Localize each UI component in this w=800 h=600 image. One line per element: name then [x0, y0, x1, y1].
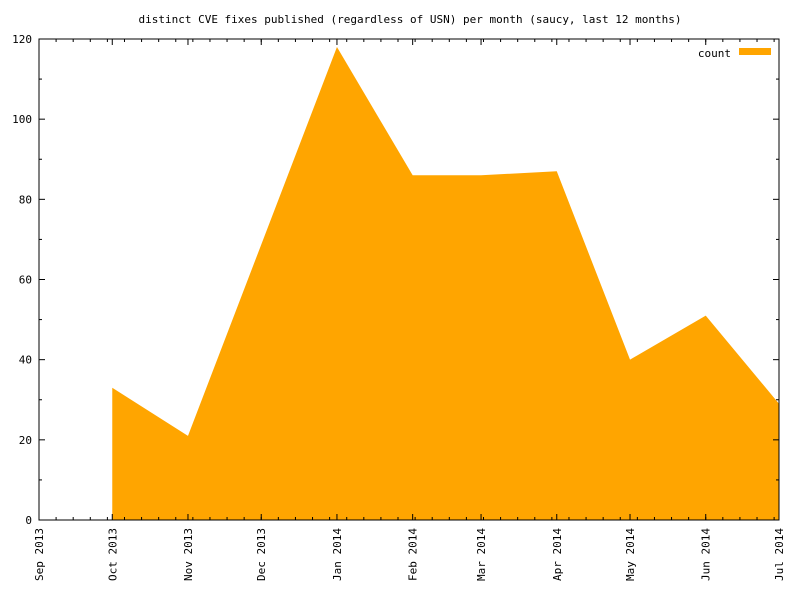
x-tick-label-9: Jun 2014: [700, 528, 713, 581]
y-axis: 0 20 40 60 80 100 120: [12, 33, 779, 527]
y-tick-label-40: 40: [19, 354, 32, 367]
legend-swatch-count: [739, 48, 771, 55]
x-tick-label-8: May 2014: [624, 528, 637, 581]
x-tick-label-7: Apr 2014: [551, 528, 564, 581]
area-layer: [112, 47, 779, 521]
x-tick-label-2: Nov 2013: [182, 528, 195, 581]
x-tick-label-1: Oct 2013: [106, 528, 119, 581]
x-tick-label-0: Sep 2013: [33, 528, 46, 581]
legend: count: [698, 47, 771, 60]
legend-label-count: count: [698, 47, 731, 60]
chart-title: distinct CVE fixes published (regardless…: [138, 13, 681, 26]
y-tick-label-0: 0: [25, 514, 32, 527]
y-tick-label-20: 20: [19, 434, 32, 447]
x-tick-label-5: Feb 2014: [407, 528, 420, 581]
x-tick-label-3: Dec 2013: [255, 528, 268, 581]
x-tick-label-10: Jul 2014: [773, 528, 786, 581]
y-tick-label-100: 100: [12, 113, 32, 126]
x-tick-label-4: Jan 2014: [331, 528, 344, 581]
area-count: [112, 47, 779, 521]
y-tick-label-60: 60: [19, 274, 32, 287]
x-tick-label-6: Mar 2014: [475, 528, 488, 581]
y-tick-label-120: 120: [12, 33, 32, 46]
y-tick-label-80: 80: [19, 193, 32, 206]
x-axis: Sep 2013 Oct 2013 Nov 2013 Dec 2013 Jan 2014…: [33, 39, 786, 581]
